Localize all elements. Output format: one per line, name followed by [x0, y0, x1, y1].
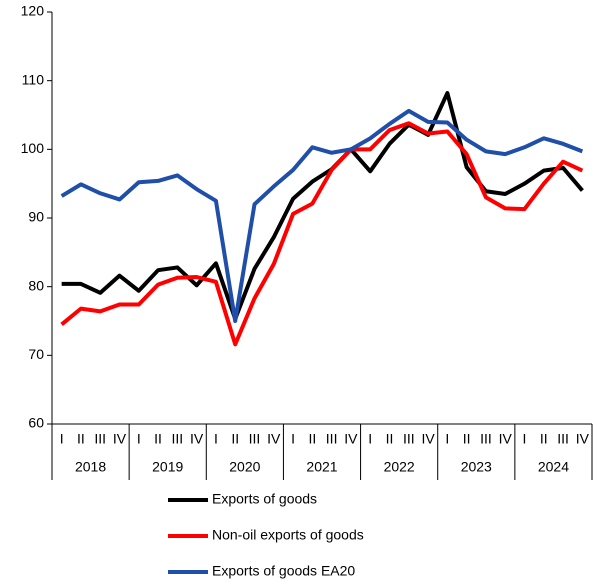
x-tick-label: I	[291, 431, 295, 447]
group-label: 2024	[538, 459, 569, 475]
group-label: 2021	[306, 459, 337, 475]
x-tick-label: I	[445, 431, 449, 447]
x-tick-label: III	[557, 431, 569, 447]
x-tick-label: I	[137, 431, 141, 447]
x-tick-label: IV	[113, 431, 127, 447]
group-label: 2018	[75, 459, 106, 475]
x-tick-label: II	[308, 431, 316, 447]
x-tick-label: III	[480, 431, 492, 447]
y-tick-label: 110	[22, 71, 45, 87]
y-tick-label: 70	[28, 346, 44, 362]
x-tick-label: II	[154, 431, 162, 447]
x-tick-label: IV	[190, 431, 204, 447]
y-tick-label: 100	[21, 140, 45, 156]
x-tick-label: III	[172, 431, 184, 447]
x-tick-label: III	[326, 431, 338, 447]
x-tick-label: II	[463, 431, 471, 447]
line-series	[60, 108, 584, 323]
x-tick-label: II	[77, 431, 85, 447]
x-tick-label: IV	[267, 431, 281, 447]
y-tick-label: 80	[28, 277, 44, 293]
x-tick-label: I	[60, 431, 64, 447]
x-tick-label: II	[231, 431, 239, 447]
x-tick-label: I	[523, 431, 527, 447]
x-tick-label: II	[386, 431, 394, 447]
x-tick-label: IV	[421, 431, 435, 447]
legend-label: Non-oil exports of goods	[212, 527, 364, 543]
x-tick-label: I	[368, 431, 372, 447]
y-tick-label: 90	[28, 209, 44, 225]
x-tick-label: IV	[576, 431, 590, 447]
legend-label: Exports of goods EA20	[212, 563, 355, 579]
group-label: 2020	[229, 459, 260, 475]
legend-label: Exports of goods	[212, 491, 317, 507]
y-tick-label: 120	[21, 3, 45, 19]
group-label: 2023	[461, 459, 492, 475]
line-series	[60, 121, 584, 347]
x-tick-label: IV	[344, 431, 358, 447]
x-tick-label: II	[540, 431, 548, 447]
y-tick-label: 60	[28, 415, 44, 431]
group-label: 2019	[152, 459, 183, 475]
line-series	[61, 91, 584, 321]
group-label: 2022	[384, 459, 415, 475]
x-tick-label: IV	[499, 431, 513, 447]
x-tick-label: I	[214, 431, 218, 447]
x-tick-label: III	[403, 431, 415, 447]
x-tick-label: III	[249, 431, 261, 447]
x-tick-label: III	[94, 431, 106, 447]
